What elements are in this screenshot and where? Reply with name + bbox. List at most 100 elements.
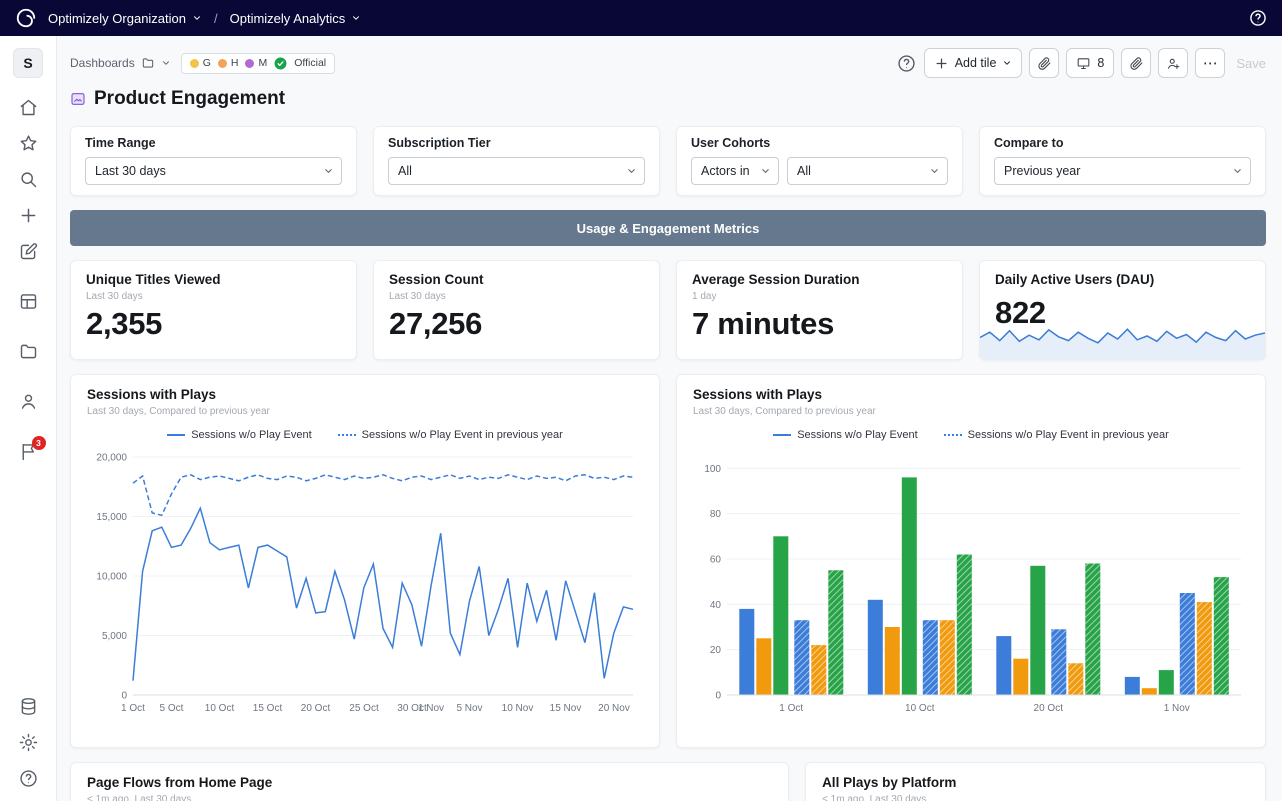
- screens-count: 8: [1097, 56, 1104, 70]
- subscription-tier-select[interactable]: All: [388, 157, 645, 185]
- kpi-subtitle: 1 day: [692, 291, 947, 302]
- sessions-bar-chart: 0204060801001 Oct10 Oct20 Oct1 Nov: [693, 449, 1249, 717]
- folder-icon[interactable]: [18, 341, 39, 362]
- chevron-down-icon: [1232, 166, 1243, 177]
- favorites-star-icon[interactable]: [18, 133, 39, 154]
- bottom-row: Page Flows from Home Page < 1m ago, Last…: [70, 762, 1266, 801]
- kpi-value: 822: [995, 295, 1250, 331]
- legend-solid-line-swatch: [773, 434, 791, 436]
- kpi-title: Daily Active Users (DAU): [995, 272, 1250, 287]
- charts-row: Sessions with Plays Last 30 days, Compar…: [70, 374, 1266, 748]
- app-switcher[interactable]: Optimizely Analytics: [230, 11, 362, 26]
- svg-text:100: 100: [704, 464, 721, 475]
- chart-subtitle: < 1m ago, Last 30 days: [87, 794, 772, 801]
- legend-label: Sessions w/o Play Event: [797, 429, 917, 441]
- svg-text:1 Nov: 1 Nov: [418, 703, 444, 714]
- dashboard-members-pill[interactable]: G H M Official: [181, 53, 335, 74]
- kpi-title: Unique Titles Viewed: [86, 272, 341, 287]
- svg-text:5 Oct: 5 Oct: [160, 703, 184, 714]
- help-icon[interactable]: [18, 768, 39, 789]
- filter-label: User Cohorts: [691, 136, 948, 150]
- member-initial: M: [258, 57, 267, 69]
- flag-notifications-icon[interactable]: 3: [18, 441, 39, 462]
- screens-button[interactable]: 8: [1066, 48, 1114, 78]
- member-initial: G: [203, 57, 211, 69]
- svg-text:60: 60: [710, 555, 722, 566]
- profile-person-icon[interactable]: [18, 391, 39, 412]
- left-sidebar: S 3: [0, 36, 57, 801]
- copy-link-button[interactable]: [1029, 48, 1059, 78]
- legend-label: Sessions w/o Play Event in previous year: [362, 429, 563, 441]
- official-check-icon: [274, 57, 287, 70]
- workspace-avatar[interactable]: S: [13, 48, 43, 78]
- dashboard-icon: [70, 91, 86, 107]
- plus-icon: [934, 56, 949, 71]
- member-avatar: [218, 59, 227, 68]
- org-switcher[interactable]: Optimizely Organization: [48, 11, 202, 26]
- select-value: Actors in: [701, 164, 750, 178]
- svg-text:1 Oct: 1 Oct: [121, 703, 145, 714]
- filter-user-cohorts: User Cohorts Actors in All: [676, 126, 963, 196]
- kpi-avg-session-duration: Average Session Duration 1 day 7 minutes: [676, 260, 963, 360]
- optimizely-logo-icon[interactable]: [14, 6, 38, 30]
- add-tile-button[interactable]: Add tile: [924, 48, 1023, 78]
- filter-bar: Time Range Last 30 days Subscription Tie…: [70, 126, 1266, 196]
- kpi-subtitle: Last 30 days: [86, 291, 341, 302]
- person-plus-icon: [1166, 56, 1181, 71]
- time-range-select[interactable]: Last 30 days: [85, 157, 342, 185]
- notification-count-badge: 3: [32, 436, 46, 450]
- more-button[interactable]: ⋯: [1195, 48, 1225, 78]
- monitor-icon: [1076, 56, 1091, 71]
- settings-gear-icon[interactable]: [18, 732, 39, 753]
- svg-text:20,000: 20,000: [96, 453, 127, 464]
- chevron-down-icon: [760, 166, 771, 177]
- svg-text:15 Nov: 15 Nov: [550, 703, 582, 714]
- chart-title: Sessions with Plays: [87, 387, 643, 402]
- svg-text:80: 80: [710, 509, 722, 520]
- legend-solid-line-swatch: [167, 434, 185, 436]
- breadcrumb[interactable]: Dashboards: [70, 56, 171, 70]
- help-icon[interactable]: [1248, 8, 1268, 28]
- home-icon[interactable]: [18, 97, 39, 118]
- member-avatar: [245, 59, 254, 68]
- filter-time-range: Time Range Last 30 days: [70, 126, 357, 196]
- svg-text:15 Oct: 15 Oct: [253, 703, 283, 714]
- chart-subtitle: Last 30 days, Compared to previous year: [87, 406, 643, 417]
- chevron-down-icon: [1002, 58, 1012, 68]
- org-name: Optimizely Organization: [48, 11, 186, 26]
- compare-to-select[interactable]: Previous year: [994, 157, 1251, 185]
- help-icon[interactable]: [896, 53, 917, 74]
- dashboard-header: Dashboards G H M Official: [70, 48, 1266, 78]
- filter-subscription-tier: Subscription Tier All: [373, 126, 660, 196]
- member-avatar: [190, 59, 199, 68]
- reports-icon[interactable]: [18, 291, 39, 312]
- chart-title: All Plays by Platform: [822, 775, 1249, 790]
- legend-dashed-line-swatch: [944, 434, 962, 436]
- chart-legend: Sessions w/o Play Event Sessions w/o Pla…: [693, 429, 1249, 441]
- share-user-button[interactable]: [1158, 48, 1188, 78]
- section-header: Usage & Engagement Metrics: [70, 210, 1266, 246]
- kpi-daily-active-users: Daily Active Users (DAU) 822: [979, 260, 1266, 360]
- select-value: All: [398, 164, 412, 178]
- chart-subtitle: Last 30 days, Compared to previous year: [693, 406, 1249, 417]
- kpi-unique-titles: Unique Titles Viewed Last 30 days 2,355: [70, 260, 357, 360]
- svg-text:15,000: 15,000: [96, 512, 127, 523]
- legend-label: Sessions w/o Play Event in previous year: [968, 429, 1169, 441]
- create-plus-icon[interactable]: [18, 205, 39, 226]
- cohort-value-select[interactable]: All: [787, 157, 948, 185]
- svg-text:10 Nov: 10 Nov: [502, 703, 534, 714]
- cohort-mode-select[interactable]: Actors in: [691, 157, 779, 185]
- svg-text:0: 0: [715, 691, 721, 702]
- filter-label: Time Range: [85, 136, 342, 150]
- paperclip-icon: [1129, 56, 1144, 71]
- kpi-value: 27,256: [389, 306, 644, 342]
- search-icon[interactable]: [18, 169, 39, 190]
- compose-edit-icon[interactable]: [18, 241, 39, 262]
- data-sources-icon[interactable]: [18, 696, 39, 717]
- attachment-button[interactable]: [1121, 48, 1151, 78]
- top-navigation-bar: Optimizely Organization / Optimizely Ana…: [0, 0, 1282, 36]
- save-button[interactable]: Save: [1236, 56, 1266, 71]
- breadcrumb-separator: /: [214, 11, 218, 26]
- kpi-subtitle: Last 30 days: [389, 291, 644, 302]
- member-initial: H: [231, 57, 239, 69]
